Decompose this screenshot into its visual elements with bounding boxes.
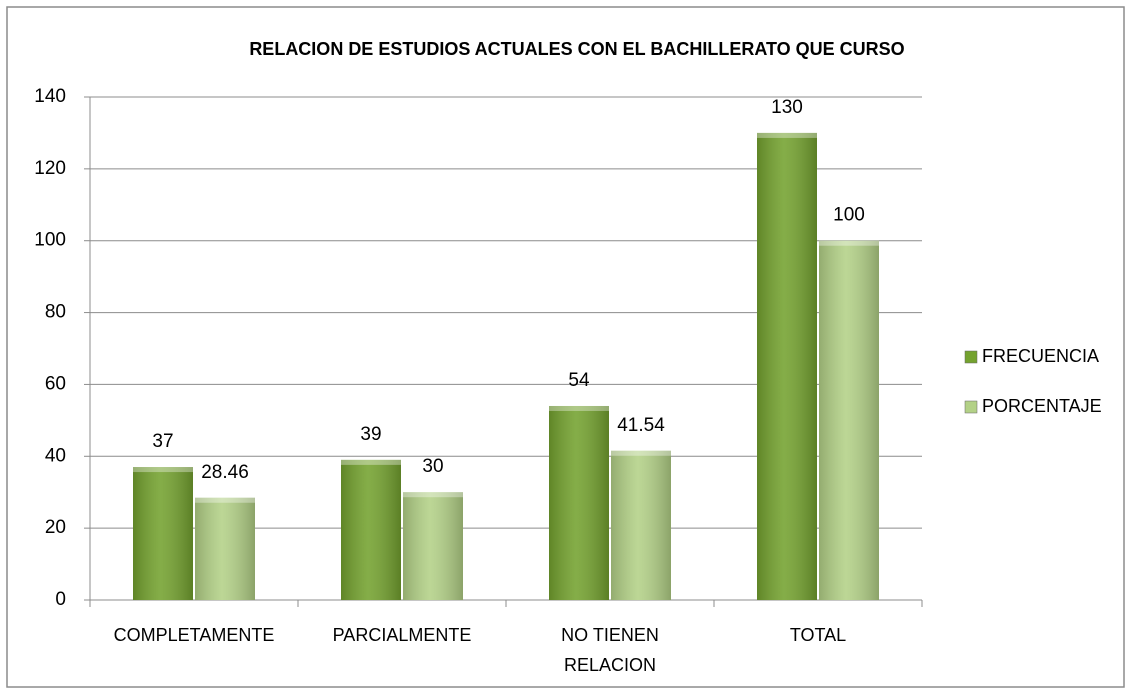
y-tick-label: 80 [45, 302, 66, 323]
bar-shade [819, 240, 879, 600]
bar-shade [341, 459, 401, 600]
bar-top [819, 240, 879, 246]
bar-top [611, 450, 671, 456]
chart-title: RELACION DE ESTUDIOS ACTUALES CON EL BAC… [249, 39, 904, 59]
legend-swatch [964, 350, 978, 364]
y-tick-label: 40 [45, 445, 66, 466]
bar-shade [133, 467, 193, 600]
bar-shade [611, 450, 671, 600]
data-label: 39 [360, 424, 381, 445]
y-tick-label: 20 [45, 517, 66, 538]
x-tick-label: PARCIALMENTE [332, 625, 472, 645]
data-label: 30 [422, 456, 443, 477]
y-tick-label: 140 [34, 86, 66, 107]
y-tick-label: 100 [34, 230, 66, 251]
y-tick-label: 0 [55, 589, 66, 610]
x-tick-label: COMPLETAMENTE [113, 625, 275, 645]
bar-shade [403, 492, 463, 600]
bar-top [403, 492, 463, 498]
data-label: 28.46 [201, 462, 249, 483]
bar-shade [757, 132, 817, 600]
legend-label: FRECUENCIA [982, 346, 1099, 366]
data-label: 100 [833, 205, 865, 226]
y-tick-label: 60 [45, 373, 66, 394]
data-label: 54 [568, 370, 590, 391]
bar-top [757, 132, 817, 138]
data-label: 41.54 [617, 415, 665, 436]
x-tick-label: TOTAL [789, 625, 847, 645]
x-tick-label: NO TIENEN RELACION [561, 625, 659, 675]
bar-shade [549, 405, 609, 600]
data-label: 37 [152, 431, 173, 452]
legend-label: PORCENTAJE [982, 396, 1102, 416]
y-tick-label: 120 [34, 158, 66, 179]
legend-swatch [964, 400, 978, 414]
bar-top [195, 497, 255, 503]
bar-shade [195, 497, 255, 600]
data-label: 130 [771, 97, 803, 118]
bar-top [341, 459, 401, 465]
bar-top [133, 467, 193, 473]
bar-top [549, 405, 609, 411]
